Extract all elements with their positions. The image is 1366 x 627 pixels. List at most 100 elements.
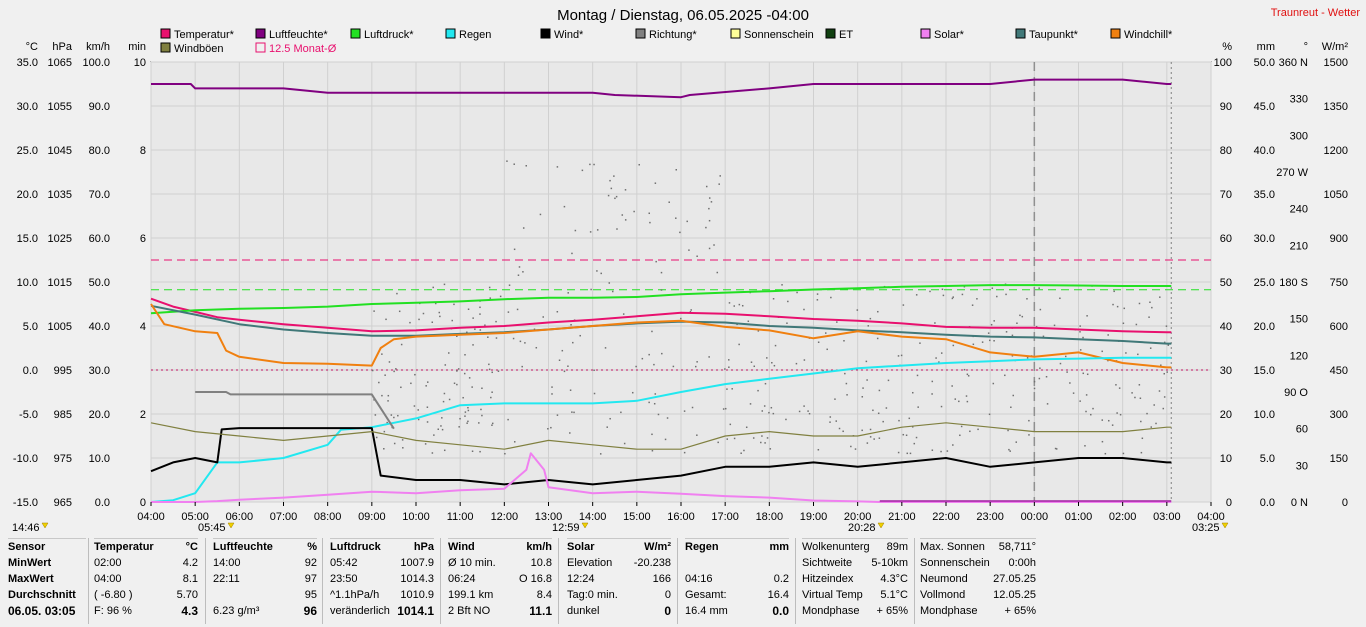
- direction-point: [464, 411, 467, 413]
- misc-cloudbase-label: Wolkenunterg: [802, 541, 870, 553]
- direction-point: [655, 260, 657, 263]
- direction-point: [993, 320, 995, 322]
- direction-point: [431, 452, 434, 454]
- stats-pressure: Luftdruck hPa 05:42 1007.9 23:50 1014.3 ^1.…: [330, 538, 434, 625]
- direction-point: [569, 432, 571, 434]
- direction-point: [729, 423, 732, 426]
- direction-point: [464, 415, 466, 417]
- direction-point: [596, 229, 599, 231]
- direction-point: [487, 336, 489, 338]
- x-tick-label: 16:00: [667, 511, 695, 523]
- direction-point: [838, 427, 841, 430]
- misc-newmoon-label: Neumond: [920, 573, 968, 585]
- direction-point: [1079, 349, 1082, 351]
- direction-point: [1116, 305, 1119, 308]
- direction-point: [808, 412, 811, 415]
- direction-point: [457, 368, 460, 370]
- direction-point: [1163, 341, 1166, 344]
- time-marker-icon: [227, 522, 235, 529]
- direction-point: [1160, 364, 1162, 366]
- stats-press-min: 1007.9: [400, 557, 434, 569]
- time-marker-label: 20:28: [848, 522, 876, 534]
- direction-point: [705, 226, 707, 229]
- direction-point: [842, 430, 844, 433]
- axis-tick-pressure: 1045: [48, 145, 72, 157]
- axis-tick-solar: 750: [1330, 277, 1348, 289]
- direction-point: [708, 356, 710, 358]
- direction-point: [426, 421, 429, 423]
- time-marker-label: 12:59: [552, 522, 580, 534]
- direction-point: [547, 428, 549, 430]
- misc-heatindex-label: Hitzeindex: [802, 573, 854, 585]
- direction-point: [635, 365, 637, 368]
- stats-sensor-min: MinWert: [8, 557, 52, 569]
- direction-point: [654, 393, 657, 395]
- stats-rain-unit: mm: [769, 541, 789, 553]
- direction-point: [961, 293, 964, 296]
- direction-point: [1082, 372, 1085, 375]
- direction-point: [1122, 322, 1125, 325]
- direction-point: [882, 420, 884, 423]
- direction-point: [770, 406, 773, 409]
- direction-point: [381, 394, 383, 397]
- x-tick-label: 20:00: [844, 511, 872, 523]
- axis-tick-direction: 270 W: [1276, 167, 1308, 179]
- direction-point: [876, 337, 879, 340]
- direction-point: [843, 340, 845, 342]
- direction-point: [1009, 450, 1011, 452]
- direction-point: [624, 189, 627, 191]
- direction-point: [506, 160, 508, 162]
- direction-point: [664, 438, 667, 441]
- direction-point: [741, 304, 744, 307]
- direction-point: [738, 303, 741, 306]
- stats-wind-avg10: 10.8: [530, 557, 552, 569]
- direction-point: [375, 436, 378, 439]
- direction-point: [387, 400, 389, 402]
- axis-tick-temperature: -15.0: [13, 497, 38, 509]
- direction-point: [539, 213, 542, 216]
- direction-point: [726, 388, 728, 390]
- stats-solar-elev-label: Elevation: [567, 557, 613, 569]
- direction-point: [481, 387, 483, 390]
- misc-moonphase-label: Mondphase: [802, 605, 860, 617]
- stats-wind: Wind km/h Ø 10 min. 10.8 06:24 O 16.8 199.1…: [448, 538, 552, 625]
- stats-rain-header: Regen: [685, 541, 719, 553]
- stats-hum-min: 92: [304, 557, 317, 569]
- axis-tick-temperature: 10.0: [17, 277, 38, 289]
- direction-point: [929, 290, 931, 293]
- time-marker-icon: [41, 522, 49, 529]
- series-wind: [150, 427, 1172, 486]
- direction-point: [1028, 419, 1030, 422]
- direction-point: [1111, 424, 1114, 426]
- direction-point: [497, 370, 500, 372]
- direction-point: [666, 417, 669, 419]
- direction-point: [960, 425, 963, 428]
- direction-point: [400, 343, 403, 346]
- direction-point: [414, 373, 416, 376]
- direction-point: [1101, 350, 1103, 353]
- legend-label: Solar*: [934, 29, 965, 41]
- stats-solar-max: 166: [652, 573, 671, 585]
- direction-point: [567, 292, 569, 294]
- axis-tick-humidity: 10: [1220, 453, 1232, 465]
- direction-point: [571, 411, 573, 413]
- direction-point: [1012, 394, 1015, 397]
- direction-point: [484, 324, 486, 326]
- direction-point: [931, 449, 934, 451]
- direction-point: [624, 219, 627, 221]
- direction-point: [434, 302, 437, 305]
- direction-point: [1038, 377, 1041, 380]
- axis-tick-solar: 450: [1330, 365, 1348, 377]
- reference-lines: [151, 62, 1211, 502]
- direction-point: [579, 334, 581, 337]
- direction-point: [1113, 290, 1115, 293]
- axis-tick-humidity: 0: [1226, 497, 1232, 509]
- direction-point: [862, 387, 864, 389]
- direction-point: [675, 217, 677, 219]
- direction-point: [402, 447, 404, 449]
- series-lines: [150, 78, 1172, 503]
- direction-point: [996, 295, 998, 298]
- misc-moonphase2-label: Mondphase: [920, 605, 978, 617]
- axis-tick-humidity: 90: [1220, 101, 1232, 113]
- direction-point: [1005, 331, 1008, 333]
